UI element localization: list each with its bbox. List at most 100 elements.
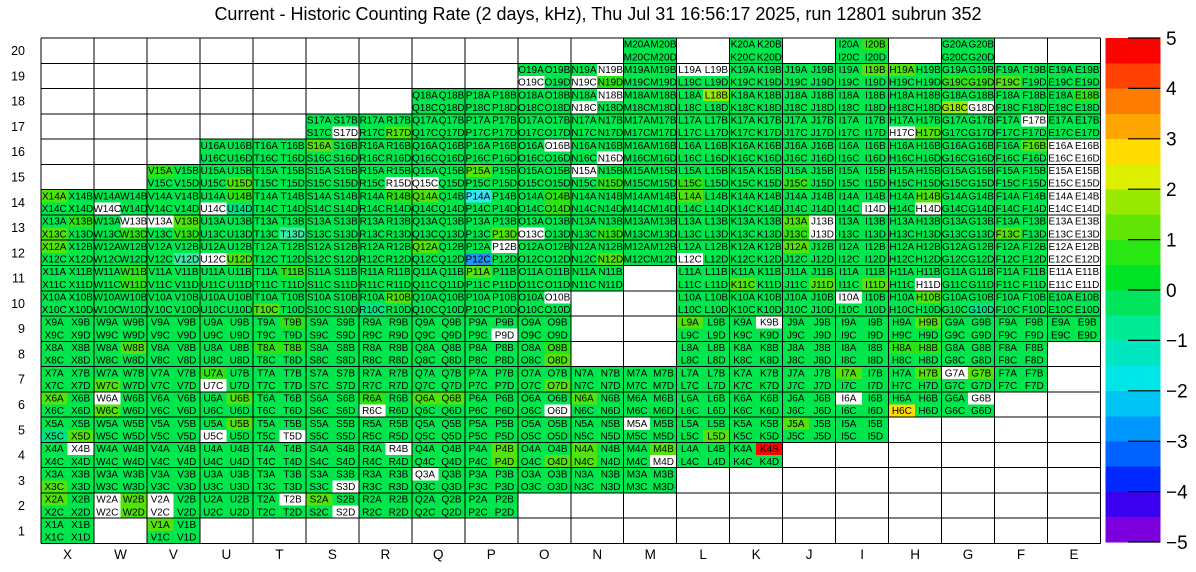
svg-text:U8C: U8C: [203, 356, 223, 367]
svg-text:I16C: I16C: [838, 153, 859, 164]
svg-text:X13D: X13D: [68, 229, 93, 240]
svg-text:I5B: I5B: [868, 419, 883, 430]
svg-text:F19D: F19D: [1022, 78, 1046, 89]
svg-text:P4B: P4B: [495, 444, 514, 455]
svg-text:R11B: R11B: [386, 267, 411, 278]
svg-text:F12B: F12B: [1022, 242, 1046, 253]
svg-text:M17B: M17B: [650, 116, 676, 127]
svg-text:N19C: N19C: [571, 78, 597, 89]
svg-text:R2C: R2C: [362, 507, 382, 518]
svg-text:K16D: K16D: [757, 153, 782, 164]
svg-text:R10A: R10A: [360, 292, 385, 303]
svg-text:H8C: H8C: [892, 356, 912, 367]
svg-text:P10A: P10A: [466, 292, 491, 303]
svg-text:X1C: X1C: [45, 533, 64, 544]
svg-text:J19B: J19B: [811, 65, 834, 76]
svg-text:E18B: E18B: [1075, 90, 1100, 101]
svg-text:K8D: K8D: [760, 356, 779, 367]
svg-text:M13A: M13A: [624, 217, 650, 228]
svg-text:M16C: M16C: [624, 153, 651, 164]
svg-text:P17A: P17A: [466, 116, 491, 127]
svg-text:R8A: R8A: [362, 343, 382, 354]
svg-text:X12D: X12D: [68, 255, 93, 266]
svg-text:W12C: W12C: [93, 255, 121, 266]
svg-text:K7C: K7C: [733, 381, 752, 392]
svg-text:V7B: V7B: [177, 368, 196, 379]
svg-text:I14D: I14D: [865, 204, 886, 215]
svg-text:N5A: N5A: [574, 419, 594, 430]
svg-text:V5B: V5B: [177, 419, 196, 430]
svg-text:G16B: G16B: [969, 141, 995, 152]
svg-text:M17D: M17D: [650, 128, 677, 139]
svg-text:K18C: K18C: [730, 103, 755, 114]
svg-text:V13D: V13D: [174, 229, 199, 240]
svg-text:Q16A: Q16A: [412, 141, 438, 152]
svg-text:Q17B: Q17B: [439, 116, 465, 127]
svg-text:E14A: E14A: [1049, 191, 1074, 202]
svg-text:Q4D: Q4D: [441, 457, 462, 468]
svg-text:S10D: S10D: [333, 305, 358, 316]
svg-text:I19D: I19D: [865, 78, 886, 89]
svg-text:J18D: J18D: [811, 103, 834, 114]
svg-text:G10A: G10A: [942, 292, 968, 303]
svg-text:E9D: E9D: [1078, 330, 1097, 341]
svg-text:T2A: T2A: [257, 495, 276, 506]
svg-text:W9B: W9B: [123, 318, 145, 329]
svg-text:H13A: H13A: [889, 217, 914, 228]
svg-text:X2C: X2C: [45, 507, 64, 518]
svg-text:5: 5: [1166, 29, 1177, 50]
svg-text:K14D: K14D: [757, 204, 782, 215]
svg-text:N11C: N11C: [572, 280, 597, 291]
svg-text:I13B: I13B: [865, 217, 886, 228]
svg-text:F18A: F18A: [996, 90, 1020, 101]
svg-text:W11A: W11A: [94, 267, 121, 278]
svg-text:T6C: T6C: [257, 406, 276, 417]
svg-text:O15D: O15D: [544, 179, 570, 190]
svg-text:T9A: T9A: [257, 318, 276, 329]
svg-text:X5B: X5B: [71, 419, 90, 430]
svg-text:I18A: I18A: [839, 90, 860, 101]
svg-text:R14A: R14A: [360, 191, 385, 202]
svg-text:N19B: N19B: [598, 65, 623, 76]
svg-text:H13C: H13C: [889, 229, 915, 240]
svg-text:R7A: R7A: [362, 368, 382, 379]
svg-text:H15D: H15D: [916, 179, 942, 190]
svg-text:W7A: W7A: [96, 368, 118, 379]
svg-text:F8A: F8A: [999, 343, 1018, 354]
svg-text:X6D: X6D: [71, 406, 90, 417]
svg-text:T4A: T4A: [257, 444, 276, 455]
svg-text:R5A: R5A: [362, 419, 382, 430]
svg-text:H7A: H7A: [892, 368, 912, 379]
svg-text:O8D: O8D: [547, 356, 568, 367]
svg-text:T13C: T13C: [254, 229, 278, 240]
svg-text:K12A: K12A: [731, 242, 756, 253]
svg-text:G10D: G10D: [968, 305, 994, 316]
svg-text:X14C: X14C: [42, 204, 67, 215]
svg-text:T8B: T8B: [283, 343, 302, 354]
svg-text:15: 15: [11, 171, 25, 185]
svg-text:F9B: F9B: [1025, 318, 1044, 329]
svg-text:S13D: S13D: [333, 229, 358, 240]
svg-text:H11D: H11D: [916, 280, 941, 291]
svg-text:N13A: N13A: [571, 217, 596, 228]
svg-text:Q6B: Q6B: [442, 394, 462, 405]
svg-text:P6A: P6A: [469, 394, 488, 405]
svg-text:U9B: U9B: [230, 318, 250, 329]
svg-text:I6A: I6A: [841, 394, 856, 405]
svg-text:H19C: H19C: [889, 78, 915, 89]
svg-text:T13A: T13A: [254, 217, 278, 228]
svg-text:K19C: K19C: [730, 78, 755, 89]
svg-text:2: 2: [18, 499, 25, 513]
svg-text:T10C: T10C: [254, 305, 278, 316]
svg-text:V10B: V10B: [174, 292, 199, 303]
svg-text:P5A: P5A: [469, 419, 488, 430]
svg-text:X10C: X10C: [42, 305, 67, 316]
svg-text:R12B: R12B: [386, 242, 411, 253]
svg-text:I8A: I8A: [841, 343, 856, 354]
svg-text:N14A: N14A: [571, 191, 596, 202]
svg-text:P18D: P18D: [492, 103, 517, 114]
svg-text:F8C: F8C: [998, 356, 1017, 367]
svg-text:R14B: R14B: [386, 191, 411, 202]
svg-text:L7B: L7B: [708, 368, 726, 379]
svg-text:U5D: U5D: [230, 431, 250, 442]
